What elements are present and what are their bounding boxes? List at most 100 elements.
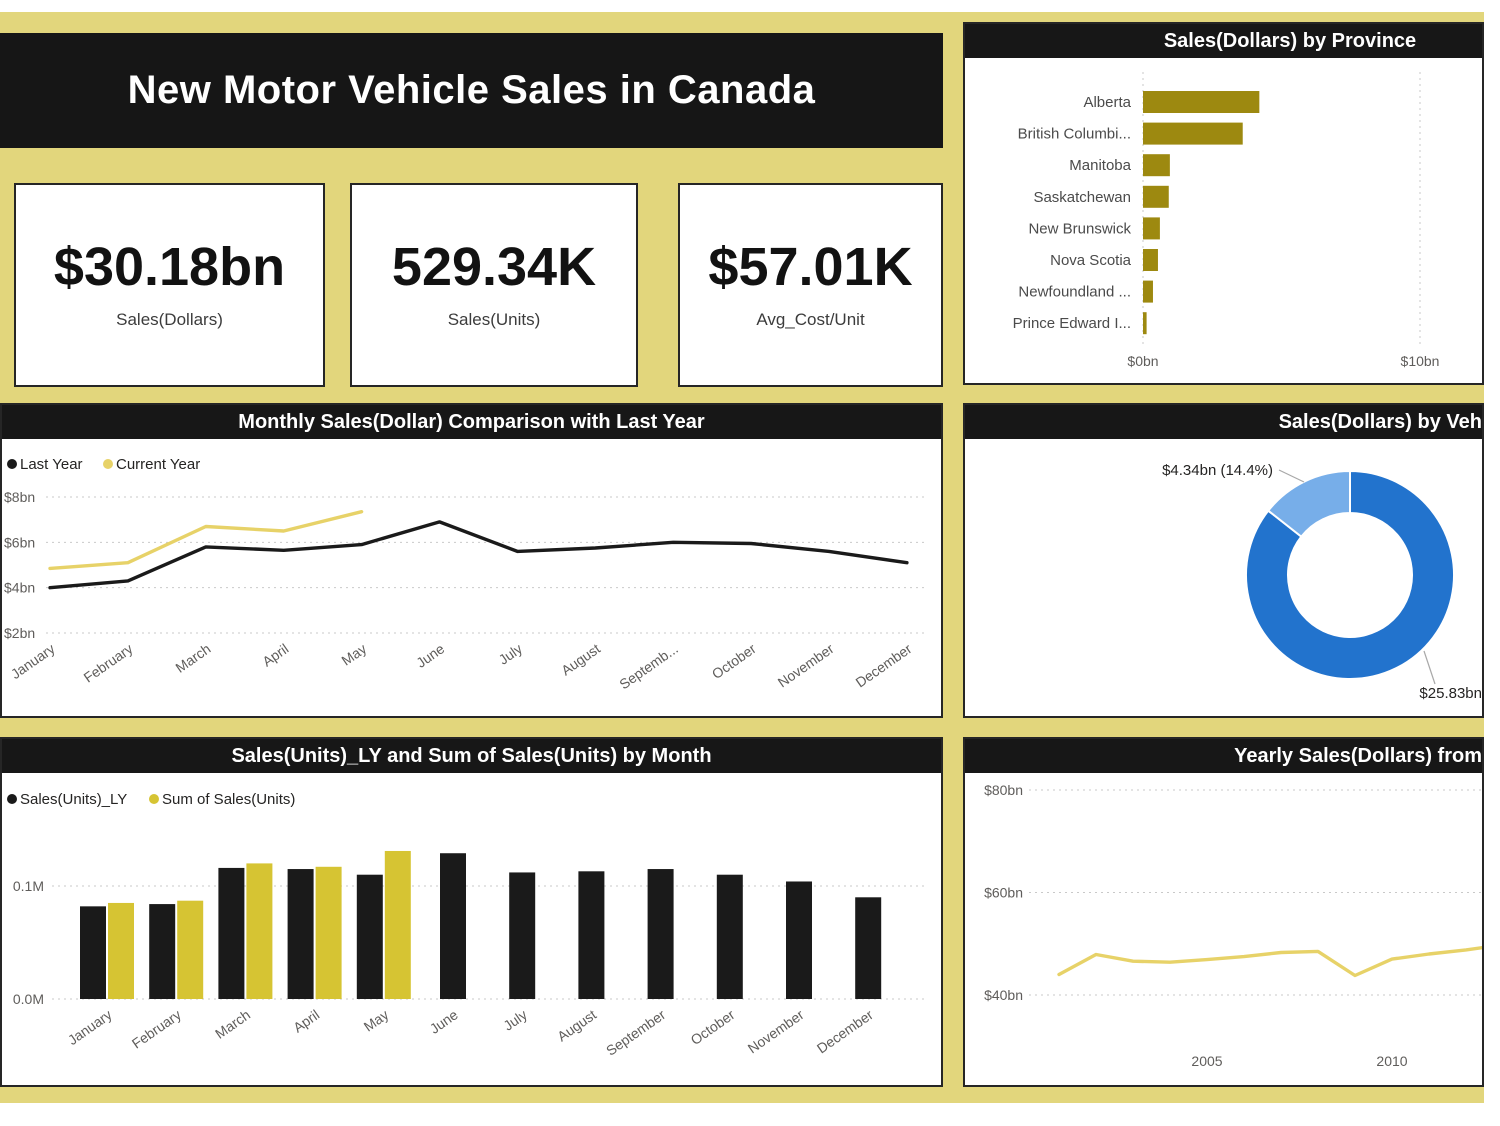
province-bar <box>1143 91 1260 113</box>
vehicle-donut-chart[interactable]: $4.34bn (14.4%) $25.83bn <box>965 439 1482 716</box>
svg-text:Sum of Sales(Units): Sum of Sales(Units) <box>162 791 295 808</box>
svg-text:Alberta: Alberta <box>1083 94 1131 111</box>
panel-title-bar: Sales(Dollars) by Veh <box>965 405 1482 439</box>
svg-text:May: May <box>338 640 369 668</box>
province-bar <box>1143 185 1169 208</box>
bar-last-year <box>647 869 674 999</box>
svg-text:January: January <box>8 640 58 682</box>
svg-text:2010: 2010 <box>1376 1053 1407 1069</box>
svg-text:October: October <box>709 640 759 682</box>
svg-text:February: February <box>129 1006 184 1051</box>
monthly-comparison-line-chart[interactable]: $8bn $6bn $4bn $2bn January February March Apri… <box>2 439 941 716</box>
svg-text:Manitoba: Manitoba <box>1069 157 1131 174</box>
dashboard-canvas: New Motor Vehicle Sales in Canada $30.18… <box>0 12 1484 1103</box>
svg-text:April: April <box>290 1006 322 1035</box>
province-bar <box>1143 312 1147 335</box>
svg-text:Saskatchewan: Saskatchewan <box>1033 189 1131 206</box>
svg-text:Prince Edward I...: Prince Edward I... <box>1013 315 1131 332</box>
legend-dot <box>103 459 113 469</box>
panel-title-bar: Sales(Units)_LY and Sum of Sales(Units) … <box>2 739 941 773</box>
dashboard-title: New Motor Vehicle Sales in Canada <box>127 68 816 112</box>
bar-last-year <box>509 872 536 999</box>
units-svg: 0.1M 0.0M January February March April May June… <box>7 791 928 1059</box>
svg-text:Last Year: Last Year <box>20 456 83 473</box>
svg-text:0.1M: 0.1M <box>13 878 44 894</box>
svg-text:$25.83bn: $25.83bn <box>1419 685 1482 702</box>
callout-line <box>1423 650 1436 685</box>
kpi-label-sales-dollars: Sales(Dollars) <box>116 310 223 329</box>
kpi-label-sales-units: Sales(Units) <box>447 310 541 329</box>
province-bar <box>1143 122 1243 145</box>
panel-title-bar: Monthly Sales(Dollar) Comparison with La… <box>2 405 941 439</box>
svg-text:March: March <box>212 1006 253 1041</box>
yearly-sales-line-chart[interactable]: $80bn $60bn $40bn 2005 2010 <box>965 773 1482 1085</box>
province-bar-chart[interactable]: $0bn $10bn Alberta British Columbi... Manito… <box>965 58 1482 383</box>
panel-title-units-by-month: Sales(Units)_LY and Sum of Sales(Units) … <box>231 744 712 767</box>
svg-text:February: February <box>81 640 136 685</box>
kpi-card-sales-units[interactable]: 529.34K Sales(Units) <box>350 183 638 387</box>
province-svg: $0bn $10bn Alberta British Columbi... Manito… <box>1013 72 1439 369</box>
legend-dot <box>149 794 159 804</box>
callout-line <box>1278 469 1305 483</box>
svg-text:July: July <box>500 1006 530 1033</box>
svg-text:$8bn: $8bn <box>4 489 35 505</box>
line-series <box>1057 945 1482 978</box>
vehicle-svg: $4.34bn (14.4%) $25.83bn <box>1162 462 1482 702</box>
bar-current-year <box>246 863 273 999</box>
svg-text:$2bn: $2bn <box>4 625 35 641</box>
line-series <box>48 520 909 590</box>
svg-text:Current Year: Current Year <box>116 456 200 473</box>
bar-current-year <box>108 902 134 999</box>
donut-slice <box>1245 469 1455 680</box>
svg-text:August: August <box>558 640 603 678</box>
kpi-value-avg-cost-unit: $57.01K <box>708 237 913 297</box>
svg-text:March: March <box>172 640 213 675</box>
svg-text:$40bn: $40bn <box>984 987 1023 1003</box>
bar-last-year <box>149 904 176 999</box>
dashboard-title-banner: New Motor Vehicle Sales in Canada <box>0 33 943 148</box>
svg-text:June: June <box>427 1006 461 1037</box>
svg-text:September: September <box>603 1006 669 1059</box>
province-bar <box>1143 249 1158 271</box>
line-series <box>48 509 364 571</box>
svg-text:April: April <box>259 640 291 669</box>
legend-dot <box>7 459 17 469</box>
svg-text:2005: 2005 <box>1191 1053 1222 1069</box>
svg-text:June: June <box>413 640 447 671</box>
yearly-svg: $80bn $60bn $40bn 2005 2010 <box>984 782 1482 1069</box>
svg-text:August: August <box>554 1006 599 1044</box>
svg-text:$80bn: $80bn <box>984 782 1023 798</box>
bar-last-year <box>855 897 882 999</box>
panel-title-sales-by-province: Sales(Dollars) by Province <box>1163 29 1417 52</box>
panel-yearly-sales: Yearly Sales(Dollars) from $80bn $60bn $40… <box>963 737 1484 1087</box>
kpi-label-avg-cost-unit: Avg_Cost/Unit <box>756 310 865 329</box>
bar-current-year <box>384 850 411 999</box>
svg-text:November: November <box>745 1006 807 1056</box>
panel-monthly-comparison: Monthly Sales(Dollar) Comparison with La… <box>0 403 943 718</box>
svg-text:$0bn: $0bn <box>1127 353 1158 369</box>
kpi-card-avg-cost-unit[interactable]: $57.01K Avg_Cost/Unit <box>678 183 943 387</box>
panel-title-bar: Sales(Dollars) by Province <box>965 24 1482 58</box>
bar-last-year <box>80 906 106 999</box>
panel-sales-by-vehicle: Sales(Dollars) by Veh $4.34bn (14.4%) $25… <box>963 403 1484 718</box>
panel-units-by-month: Sales(Units)_LY and Sum of Sales(Units) … <box>0 737 943 1087</box>
panel-title-sales-by-vehicle: Sales(Dollars) by Veh <box>1278 410 1482 433</box>
province-bar <box>1143 154 1170 177</box>
svg-text:December: December <box>853 640 915 690</box>
bar-last-year <box>356 874 383 999</box>
panel-title-yearly-sales: Yearly Sales(Dollars) from <box>1234 744 1482 767</box>
svg-text:$6bn: $6bn <box>4 534 35 550</box>
province-bar <box>1143 217 1160 240</box>
svg-text:$4.34bn (14.4%): $4.34bn (14.4%) <box>1162 462 1273 479</box>
svg-text:New Brunswick: New Brunswick <box>1028 220 1131 237</box>
svg-text:Nova Scotia: Nova Scotia <box>1050 252 1132 269</box>
svg-text:Septemb...: Septemb... <box>616 640 681 692</box>
kpi-value-sales-units: 529.34K <box>391 237 597 297</box>
svg-text:November: November <box>775 640 837 690</box>
panel-title-bar: Yearly Sales(Dollars) from <box>965 739 1482 773</box>
svg-text:$4bn: $4bn <box>4 580 35 596</box>
kpi-card-sales-dollars[interactable]: $30.18bn Sales(Dollars) <box>14 183 325 387</box>
bar-last-year <box>716 874 743 999</box>
units-bar-chart[interactable]: 0.1M 0.0M January February March April May June… <box>2 773 941 1085</box>
